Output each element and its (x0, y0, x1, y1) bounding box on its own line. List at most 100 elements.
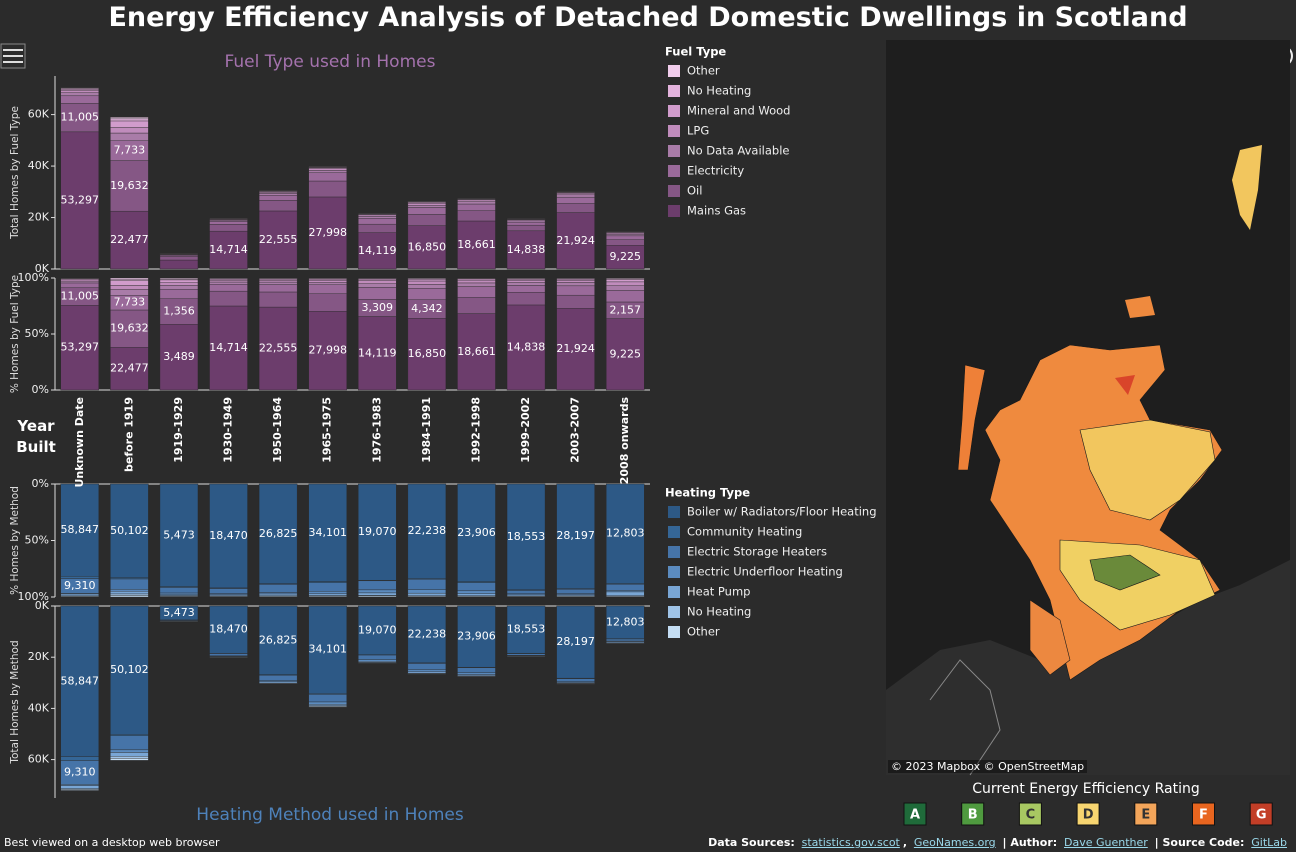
data-label: 21,924 (556, 234, 595, 247)
legend-swatch (668, 526, 680, 538)
bar-segment (60, 95, 99, 104)
rating-label: C (1026, 808, 1036, 823)
bar-segment (358, 287, 397, 300)
author-link[interactable]: Dave Guenther (1064, 836, 1148, 849)
bar-segment (457, 297, 496, 314)
y-tick-label: 50% (25, 534, 49, 547)
bar-segment (457, 277, 496, 279)
bar-segment (407, 280, 447, 285)
y-axis-title: Total Homes by Fuel Type (9, 106, 21, 240)
bar-segment (308, 591, 347, 595)
x-tick-label: 1919-1929 (172, 397, 185, 463)
x-tick-label: before 1919 (122, 397, 135, 472)
data-label: 11,005 (61, 111, 100, 124)
bar-segment (110, 749, 149, 753)
y-tick-label: 20K (28, 211, 50, 224)
bar-segment (407, 279, 447, 282)
y-tick-label: 40K (28, 701, 50, 714)
bar-segment (209, 218, 248, 220)
rating-label: D (1083, 808, 1094, 823)
bar-segment (110, 593, 149, 596)
bar-segment (606, 234, 645, 237)
bar-segment (60, 282, 99, 288)
data-label: 27,998 (308, 344, 347, 357)
bar-segment (606, 642, 645, 644)
bar-segment (457, 675, 496, 677)
legend-swatch (668, 566, 680, 578)
chart-title: Fuel Type used in Homes (225, 52, 436, 72)
bar-segment (457, 201, 496, 205)
menu-button[interactable] (0, 43, 26, 69)
data-label: 23,906 (457, 630, 496, 643)
data-label: 18,470 (209, 529, 248, 542)
bar-segment (258, 683, 298, 685)
bar-segment (60, 789, 99, 791)
data-label: 28,197 (556, 635, 595, 648)
data-label: 12,803 (606, 615, 645, 628)
data-label: 9,225 (609, 347, 641, 360)
bar-segment (60, 596, 99, 598)
y-axis-title: Total Homes by Method (9, 640, 21, 764)
bar-segment (258, 280, 298, 283)
rating-label: A (910, 808, 920, 823)
data-label: 3,489 (163, 350, 195, 363)
chart-title: Heating Method used in Homes (196, 805, 464, 825)
source-link[interactable]: GeoNames.org (913, 836, 996, 849)
legend-swatch (668, 125, 680, 137)
bar-segment (308, 180, 347, 198)
bar-segment (556, 203, 595, 213)
bar-segment (258, 584, 298, 593)
rating-swatch (1076, 802, 1100, 826)
y-tick-label: 100% (18, 590, 49, 603)
bar-segment (110, 117, 149, 120)
source-link[interactable]: statistics.gov.scot (801, 836, 900, 849)
bar-segment (457, 313, 496, 391)
bar-segment (358, 277, 397, 279)
bar-segment (159, 289, 199, 299)
bar-segment (308, 483, 347, 582)
bar-segment (506, 596, 546, 598)
bar-segment (358, 283, 397, 288)
bar-segment (606, 277, 645, 279)
data-label: 53,297 (61, 341, 100, 354)
data-label: 34,101 (308, 526, 347, 539)
legend-swatch (668, 506, 680, 518)
bar-segment (606, 591, 645, 597)
rating-label: E (1141, 808, 1150, 823)
bar-segment (110, 160, 149, 212)
bar-segment (457, 605, 496, 668)
bar-segment (606, 583, 645, 591)
bar-segment (258, 592, 298, 595)
data-label: 34,101 (308, 643, 347, 656)
bar-segment (60, 90, 99, 93)
bar-segment (407, 605, 447, 664)
data-label: 50,102 (110, 663, 149, 676)
data-label: 19,632 (110, 179, 149, 192)
code-link[interactable]: GitLab (1251, 836, 1287, 849)
data-label: 22,555 (259, 342, 298, 355)
data-label: 21,924 (556, 342, 595, 355)
bar-segment (556, 294, 595, 309)
legend-swatch (668, 185, 680, 197)
bar-segment (159, 282, 199, 286)
y-tick-label: 50% (25, 327, 49, 340)
bar-segment (407, 483, 447, 579)
data-label: 22,477 (110, 233, 149, 246)
data-label: 53,297 (61, 193, 100, 206)
bar-segment (407, 663, 447, 671)
bar-segment (159, 621, 199, 623)
map[interactable] (886, 40, 1290, 776)
y-tick-label: 0K (35, 599, 50, 612)
bar-segment (457, 198, 496, 200)
bar-segment (60, 277, 99, 279)
sources-label: Data Sources: (708, 836, 795, 849)
bar-segment (556, 280, 595, 283)
bar-segment (358, 580, 397, 591)
bar-segment (60, 280, 99, 284)
bar-segment (358, 223, 397, 233)
bar-segment (506, 292, 546, 306)
data-label: 18,661 (457, 238, 496, 251)
data-label: 3,309 (362, 301, 394, 314)
bar-segment (407, 669, 447, 673)
bar-segment (407, 595, 447, 598)
